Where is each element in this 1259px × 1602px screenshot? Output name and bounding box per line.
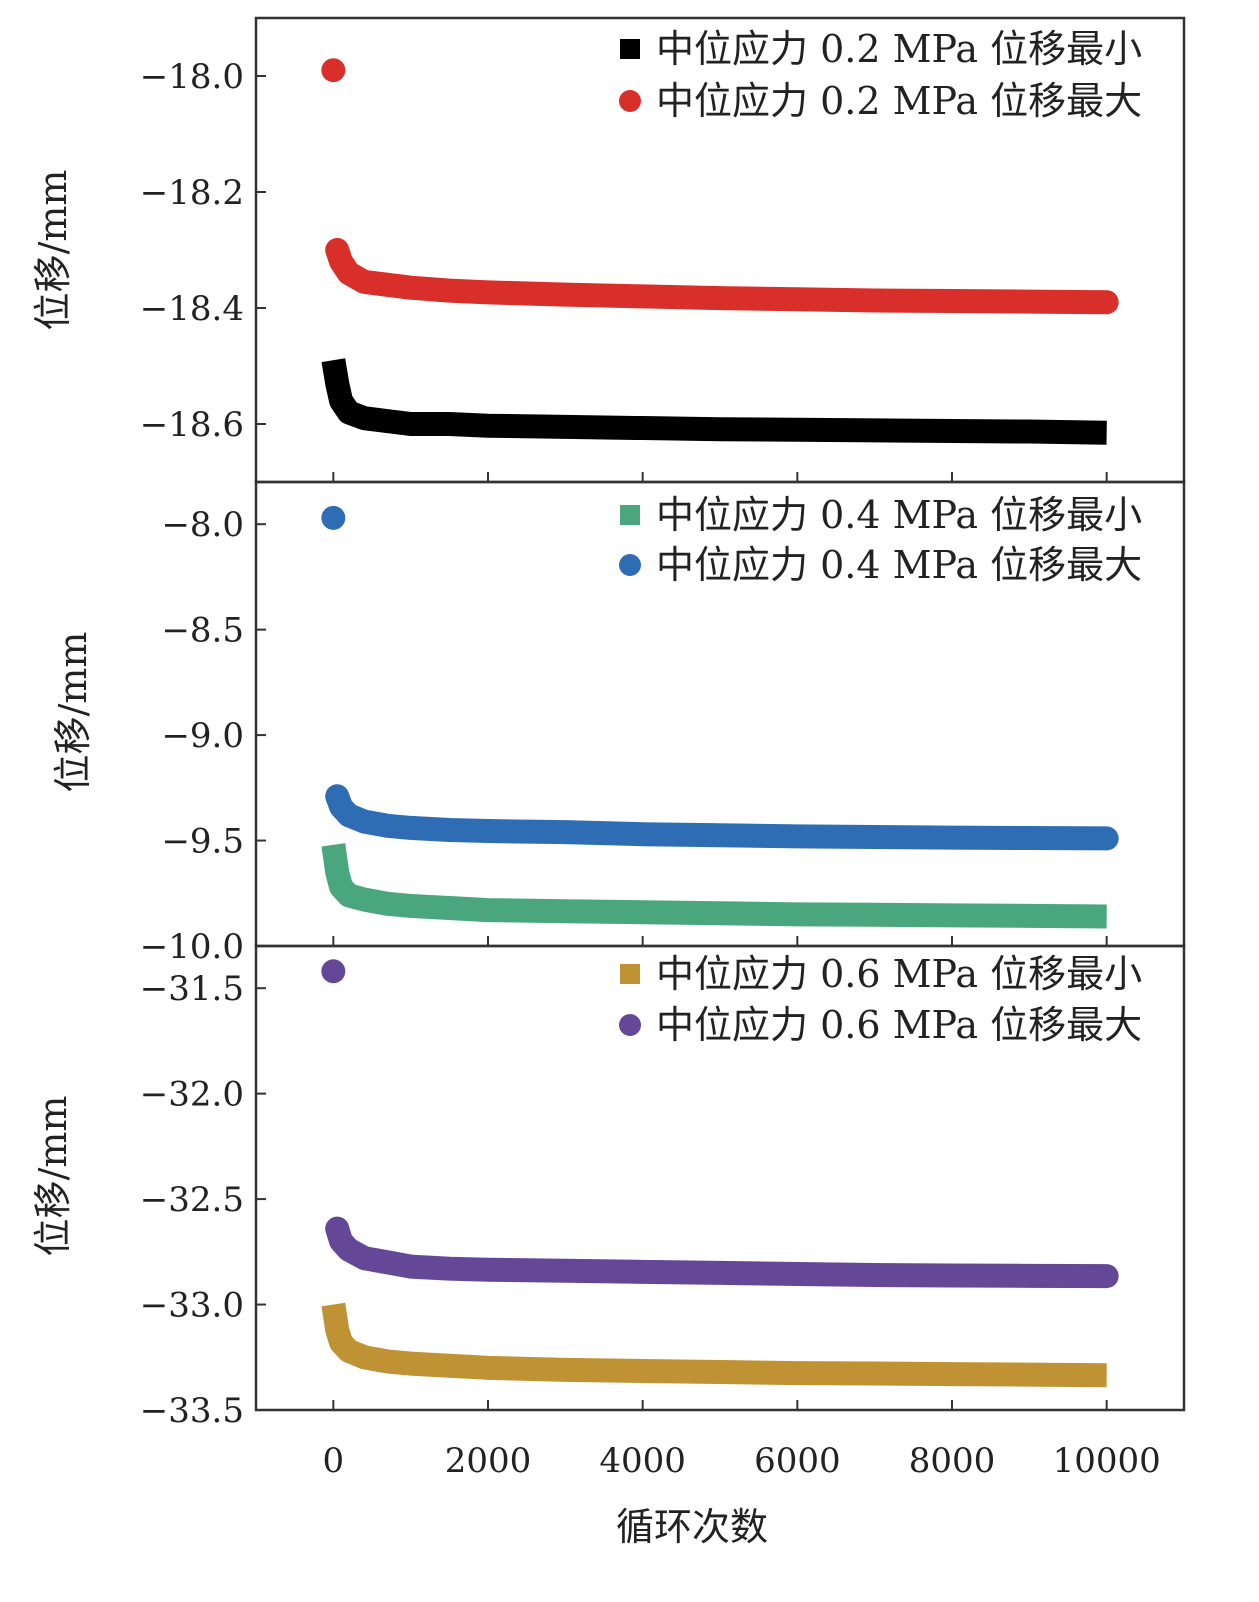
legend-marker	[620, 964, 640, 984]
y-tick-label: −18.6	[140, 405, 244, 445]
y-tick-label: −32.5	[140, 1180, 244, 1220]
series-band	[325, 238, 1119, 315]
legend-label: 中位应力 0.2 MPa 位移最小	[656, 27, 1142, 71]
y-tick-label: −8.0	[161, 505, 244, 545]
y-tick-label: −18.4	[140, 289, 244, 329]
y-tick-label: −33.5	[140, 1391, 244, 1431]
legend-label: 中位应力 0.4 MPa 位移最大	[656, 543, 1142, 587]
panel-3: −31.5 −32.0 −32.5 −33.0 −33.5 位移/mm 中位应力 0.6 M…	[31, 944, 1186, 1431]
series-band	[321, 1302, 1107, 1388]
y-tick-label: −9.5	[161, 822, 244, 862]
panel-2: −8.0 −8.5 −9.0 −9.5 −10.0 位移/mm 中位应力 0.4 MPa 位…	[51, 480, 1186, 967]
legend-marker	[619, 90, 641, 112]
legend-marker	[619, 1014, 641, 1036]
y-tick-label: −33.0	[140, 1286, 244, 1326]
series-1	[321, 1302, 1107, 1388]
series-2	[321, 58, 1119, 315]
data-point	[321, 959, 346, 984]
series-band	[325, 784, 1119, 851]
x-tick-label: 4000	[599, 1441, 686, 1481]
series-2	[321, 505, 1119, 851]
x-tick-label: 10000	[1053, 1441, 1161, 1481]
series-1	[321, 358, 1107, 445]
legend-label: 中位应力 0.6 MPa 位移最大	[656, 1003, 1142, 1047]
y-tick-label: −32.0	[140, 1075, 244, 1115]
series-band	[325, 1216, 1119, 1289]
y-tick-label: −10.0	[140, 927, 244, 967]
y-tick-label: −9.0	[161, 716, 244, 756]
panel-1: −18.0 −18.2 −18.4 −18.6 位移/mm 中位应力 0.2 MPa 位移…	[31, 16, 1186, 484]
series-band	[321, 843, 1107, 929]
x-tick-label: 6000	[754, 1441, 841, 1481]
legend-marker	[619, 554, 641, 576]
series-2	[321, 959, 1119, 1289]
series-1	[321, 843, 1107, 929]
y-axis-title: 位移/mm	[51, 632, 95, 793]
legend-marker	[620, 39, 640, 59]
legend-label: 中位应力 0.2 MPa 位移最大	[656, 79, 1142, 123]
series-band	[321, 358, 1107, 445]
y-tick-label: −18.2	[140, 173, 244, 213]
x-tick-label: 2000	[445, 1441, 532, 1481]
y-tick-label: −18.0	[140, 57, 244, 97]
y-axis-title: 位移/mm	[31, 170, 75, 331]
x-tick-label: 8000	[909, 1441, 996, 1481]
plot-frame	[254, 944, 1186, 1412]
data-point	[321, 505, 346, 530]
x-axis-title: 循环次数	[616, 1505, 768, 1549]
legend-label: 中位应力 0.6 MPa 位移最小	[656, 952, 1142, 996]
y-tick-label: −8.5	[161, 611, 244, 651]
legend-marker	[620, 505, 640, 525]
data-point	[321, 58, 346, 83]
y-axis-title: 位移/mm	[31, 1096, 75, 1257]
y-tick-label: −31.5	[140, 969, 244, 1009]
x-tick-label: 0	[323, 1441, 345, 1481]
legend-label: 中位应力 0.4 MPa 位移最小	[656, 493, 1142, 537]
